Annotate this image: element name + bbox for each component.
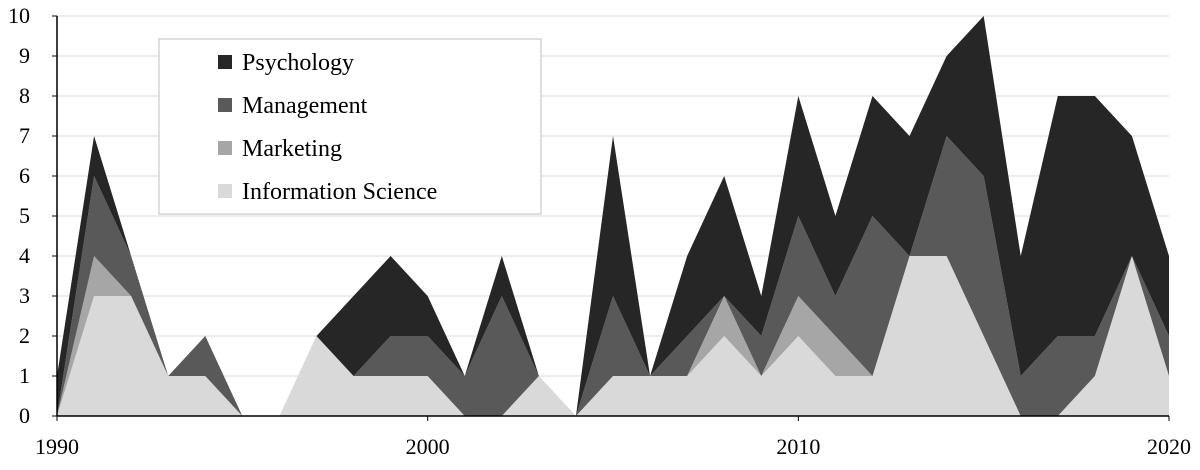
legend: Psychology Management Marketing Information…: [158, 38, 542, 215]
legend-swatch-management: [218, 98, 232, 112]
x-tick-label: 2020: [1147, 434, 1191, 459]
y-tick-label: 7: [19, 123, 30, 148]
y-tick-label: 2: [19, 323, 30, 348]
y-tick-label: 4: [19, 243, 30, 268]
tick-labels: 0 1 2 3 4 5 6 7 8 9 10 1990 2000 2010 2020: [8, 3, 1191, 459]
area-management: [57, 136, 1169, 416]
legend-label-management: Management: [242, 93, 368, 119]
area-information-science: [57, 256, 1169, 416]
legend-swatch-psychology: [218, 55, 232, 69]
x-tick-label: 1990: [35, 434, 79, 459]
y-tick-label: 0: [19, 403, 30, 428]
legend-swatch-marketing: [218, 141, 232, 155]
y-tick-label: 1: [19, 363, 30, 388]
y-tick-label: 6: [19, 163, 30, 188]
y-tick-label: 3: [19, 283, 30, 308]
legend-label-psychology: Psychology: [242, 50, 354, 76]
x-tick-label: 2000: [406, 434, 450, 459]
y-tick-label: 10: [8, 3, 30, 28]
y-tick-label: 5: [19, 203, 30, 228]
area-series: [57, 16, 1169, 416]
legend-label-marketing: Marketing: [242, 136, 342, 162]
legend-label-information-science: Information Science: [242, 179, 437, 205]
legend-swatch-information-science: [218, 184, 232, 198]
y-tick-label: 8: [19, 83, 30, 108]
area-psychology: [57, 16, 1169, 416]
y-tick-label: 9: [19, 43, 30, 68]
x-tick-label: 2010: [776, 434, 820, 459]
